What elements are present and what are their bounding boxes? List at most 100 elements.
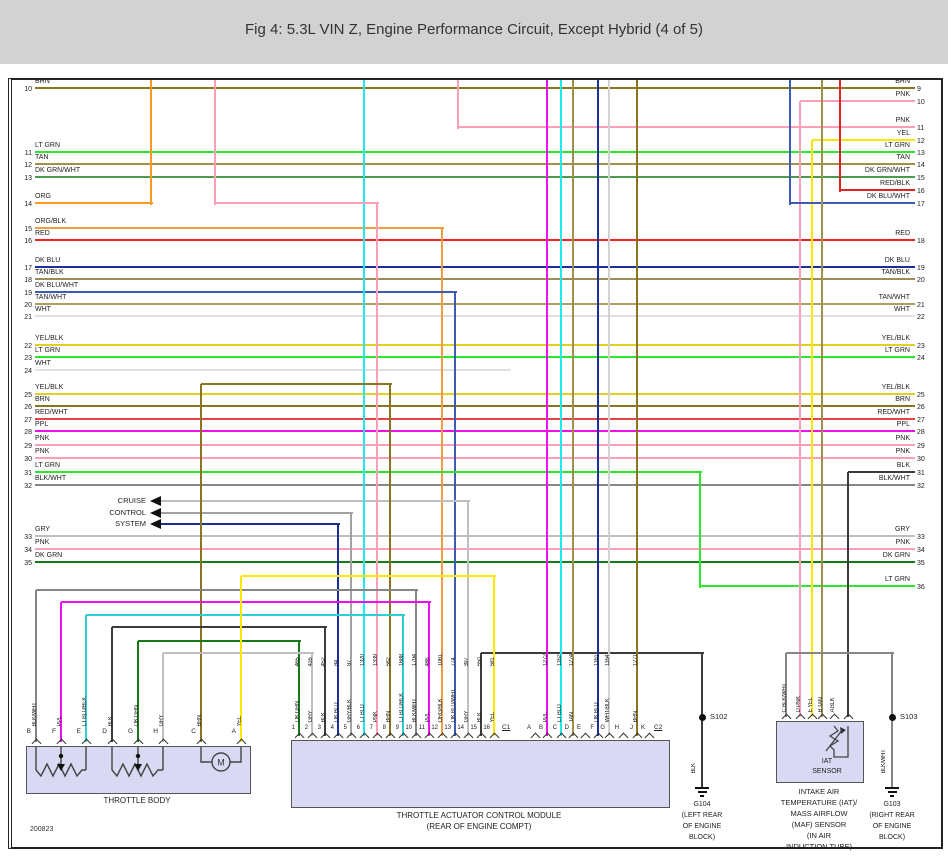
pin-number: 2: [304, 725, 308, 731]
pin-letter: E: [76, 728, 81, 735]
edge-label-left: RED/WHT: [35, 409, 68, 416]
wire-pnk: [35, 457, 915, 459]
pin-color-label: LT BLU/BLK: [82, 697, 88, 726]
wire-yel: [493, 576, 495, 736]
edge-label-left: LT GRN: [35, 347, 61, 354]
wire-org-blk: [35, 227, 444, 229]
pin-color-label: GRY/BLK: [347, 698, 353, 722]
ground-caption: OF ENGINE: [872, 823, 912, 830]
pin-letter: C: [191, 728, 196, 735]
maf-caption-line: (IN AIR: [806, 831, 832, 840]
wire-dk-blu: [35, 266, 915, 268]
edge-number-left: 20: [24, 302, 32, 309]
edge-label-left: TAN: [35, 154, 49, 161]
wire-blk: [324, 627, 326, 736]
edge-label-right: LT GRN: [884, 142, 910, 149]
wire-pnk: [215, 202, 379, 204]
wire-ppl: [428, 602, 430, 736]
pin-wire-number: 774: [451, 657, 457, 666]
pin-color-label: PNK: [373, 710, 379, 722]
edge-number-right: 30: [917, 456, 925, 463]
edge-number-right: 11: [917, 125, 925, 132]
edge-number-right: 32: [917, 483, 925, 490]
wire-wht-blk: [608, 80, 610, 736]
wire-dk-grn: [35, 561, 915, 563]
pin-color-label: DK GRN: [295, 701, 301, 722]
wire-dk-blu-wht: [454, 292, 456, 736]
doc-number: 200823: [30, 826, 54, 833]
iat-maf-sensor-box: [776, 721, 864, 783]
pin-color-label: BLK/WHT: [32, 702, 38, 726]
wire-ppl: [60, 602, 62, 742]
edge-number-right: 24: [917, 355, 925, 362]
pin-number: 10: [405, 725, 412, 731]
pin-letter: F: [590, 725, 594, 731]
edge-label-right: BRN: [895, 396, 910, 403]
pin-color-label: YEL: [237, 715, 243, 726]
wire-dk-grn: [298, 641, 300, 736]
pin-wire-number: 1688: [399, 654, 405, 666]
wire-dk-grn: [137, 641, 139, 742]
pin-wire-number: 416: [308, 657, 314, 666]
cruise-arrow-icon: [150, 508, 161, 518]
pin-letter: B: [26, 728, 31, 735]
pin-wire-number: 1164: [605, 654, 611, 666]
edge-label-right: PNK: [895, 435, 910, 442]
pin-number: 7: [369, 725, 373, 731]
edge-label-left: GRY: [35, 526, 51, 533]
wire-org: [150, 80, 152, 205]
pin-wire-number: 1161: [594, 654, 600, 666]
wire-brn: [200, 384, 202, 742]
wire-brn: [636, 80, 638, 736]
edge-number-right: 28: [917, 429, 925, 436]
edge-number-right: 33: [917, 534, 925, 541]
edge-number-left: 26: [24, 404, 32, 411]
pin-letter: E: [576, 725, 581, 731]
wire-gry: [162, 653, 164, 742]
pin-color-label: BLK: [108, 715, 114, 726]
wire-yel: [812, 139, 915, 141]
edge-label-right: PPL: [896, 421, 910, 428]
wire-lt-grn: [35, 151, 915, 153]
wire-brn: [201, 383, 392, 385]
wire-org-blk: [441, 228, 443, 736]
pin-letter: K: [640, 725, 645, 731]
pin-wire-number: 1061: [438, 654, 444, 666]
pin-color-label: BLK: [321, 711, 327, 722]
wire-gry: [467, 501, 469, 736]
edge-label-right: DK BLU: [884, 257, 910, 264]
edge-number-left: 13: [24, 175, 32, 182]
pin-color-label: LT BLU: [360, 704, 366, 722]
ground-caption: (LEFT REAR: [681, 812, 723, 819]
edge-number-right: 20: [917, 277, 925, 284]
wire-tan: [572, 80, 574, 736]
edge-number-left: 21: [24, 314, 32, 321]
tac-caption-line: (REAR OF ENGINE COMPT): [426, 822, 532, 831]
wire-blk: [847, 472, 849, 717]
edge-label-right: DK BLU/WHT: [866, 193, 910, 200]
wire-dk-grn: [138, 640, 301, 642]
wire-org: [35, 202, 153, 204]
maf-caption-line: INDUCTION TUBE): [785, 842, 853, 851]
title-bar: Fig 4: 5.3L VIN Z, Engine Performance Ci…: [0, 0, 948, 64]
pin-letter: H: [614, 725, 619, 731]
edge-label-right: RED: [895, 230, 910, 237]
tac-module-caption: THROTTLE ACTUATOR CONTROL MODULE (REAR OF…: [329, 810, 629, 832]
edge-label-right: BLK/WHT: [878, 475, 910, 482]
splice-label: S102: [710, 712, 728, 721]
wire-blk: [481, 652, 704, 654]
wire-lt-blu-blk: [402, 615, 404, 736]
edge-label-left: DK GRN/WHT: [35, 167, 81, 174]
edge-label-left: ORG: [35, 193, 51, 200]
pin-wire-number: 397: [464, 657, 470, 666]
wire-gry: [311, 653, 313, 736]
wire-dk-blu: [160, 523, 340, 525]
edge-label-left: YEL/BLK: [35, 384, 64, 391]
edge-number-right: 10: [917, 99, 925, 106]
edge-number-left: 29: [24, 443, 32, 450]
edge-label-right: YEL: [896, 130, 910, 137]
pin-number: 1: [291, 725, 295, 731]
edge-label-left: PPL: [35, 421, 49, 428]
edge-label-right: PNK: [895, 448, 910, 455]
